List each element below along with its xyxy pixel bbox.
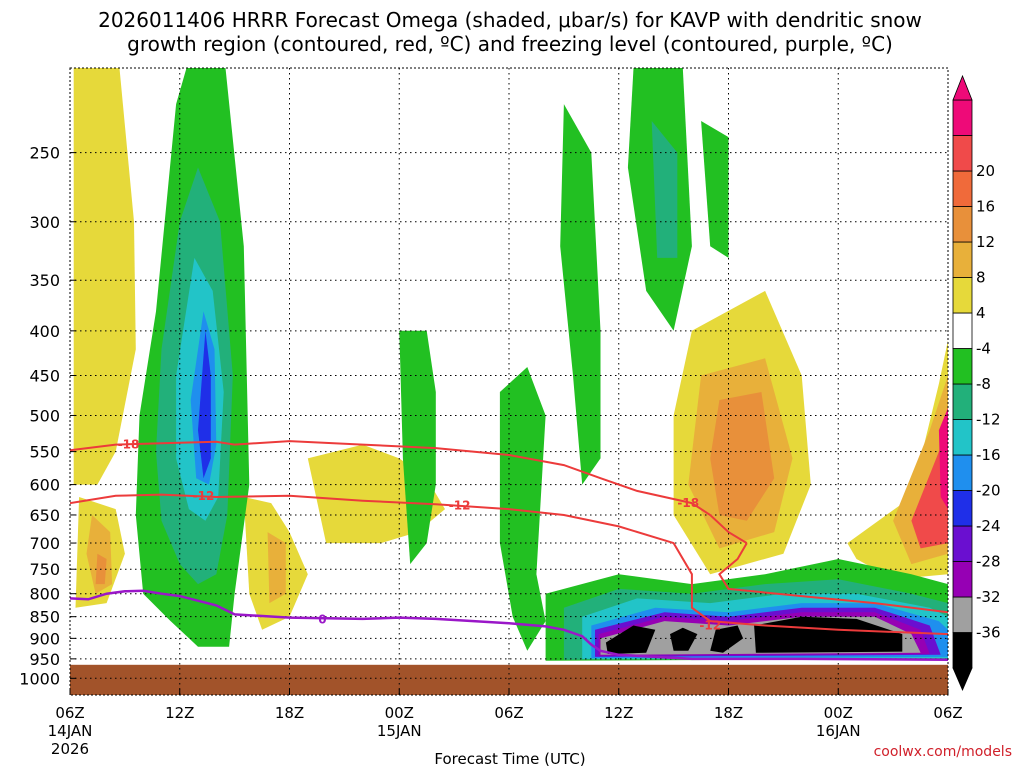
y-tick-label-15: 1000 [19,669,60,688]
x-date-label-0: 14JAN [48,722,93,740]
y-tick-label-0: 250 [29,144,60,163]
y-tick-label-5: 500 [29,406,60,425]
red-contour-label-4: -12 [699,618,721,632]
colorbar-swatch-3 [952,525,973,562]
red-contour-2 [718,542,948,614]
y-tick-label-6: 550 [29,443,60,462]
chart-title-line-1: 2026011406 HRRR Forecast Omega (shaded, … [98,8,922,32]
credit-text: coolwx.com/models [874,744,1012,760]
colorbar-label-2: -28 [976,553,1001,571]
omega-region-33 [670,627,698,651]
red-contour-label-0: -18 [118,438,140,452]
y-tick-label-1: 300 [29,213,60,232]
omega-region-13 [938,407,948,510]
x-tick-label-1: 12Z [165,704,194,722]
y-tick-label-13: 900 [29,629,60,648]
colorbar-label-12: 16 [976,198,995,216]
x-tick-label-0: 06Z [55,704,84,722]
x-tick-label-7: 00Z [824,704,853,722]
colorbar-label-6: -12 [976,411,1001,429]
x-axis-label: Forecast Time (UTC) [434,750,585,768]
freezing-level-contour [70,589,948,661]
omega-region-21 [560,104,601,485]
y-tick-label-11: 800 [29,585,60,604]
colorbar-swatch-0 [952,632,973,669]
colorbar-label-7: -8 [976,375,991,393]
freezing-level-label-0: 0 [318,612,326,626]
colorbar-swatch-15 [952,99,973,136]
colorbar-label-8: -4 [976,340,991,358]
colorbar-low-arrow [952,667,973,692]
colorbar-swatch-7 [952,383,973,420]
colorbar-swatch-1 [952,596,973,633]
omega-region-23 [651,121,678,258]
colorbar-swatch-13 [952,170,973,207]
omega-region-0 [73,68,136,485]
colorbar-label-3: -24 [976,517,1001,535]
omega-region-5 [267,532,286,604]
red-contour-label-1: -12 [193,489,215,503]
colorbar-swatch-14 [952,135,973,172]
colorbar-label-1: -32 [976,588,1001,606]
y-tick-label-2: 350 [29,271,60,290]
y-tick-label-8: 650 [29,506,60,525]
colorbar-swatch-12 [952,206,973,243]
colorbar-label-9: 4 [976,304,986,322]
red-contour-1 [70,493,948,636]
red-contour-0 [70,440,748,544]
plot-area: -18 -12 -12 -18 -12 0 [70,68,948,695]
x-tick-label-3: 00Z [385,704,414,722]
omega-region-20 [499,367,546,651]
colorbar-label-5: -16 [976,446,1001,464]
axes: 250 300 350 400 450 500 550 600 650 700 750 800 850 9… [19,67,963,758]
y-tick-label-14: 950 [29,650,60,669]
x-year-label-0: 2026 [51,740,89,758]
omega-region-12 [911,430,948,549]
y-tick-label-9: 700 [29,534,60,553]
omega-region-32 [605,625,656,654]
colorbar-swatch-11 [952,241,973,278]
colorbar-label-0: -36 [976,624,1001,642]
y-tick-label-10: 750 [29,560,60,579]
red-contour-label-2: -12 [449,499,471,513]
colorbar-swatch-10 [952,277,973,314]
colorbar: -36 -32 -28 -24 -20 -16 -12 -8 -4 4 8 12 16 20 [952,74,1001,692]
colorbar-label-11: 12 [976,233,995,251]
omega-region-35 [754,616,903,653]
colorbar-label-10: 8 [976,269,986,287]
y-tick-label-12: 850 [29,608,60,627]
colorbar-swatch-4 [952,490,973,527]
omega-region-2 [86,515,113,594]
omega-region-9 [710,392,775,521]
colorbar-swatch-8 [952,348,973,385]
x-tick-label-5: 12Z [604,704,633,722]
x-tick-label-2: 18Z [275,704,304,722]
colorbar-label-4: -20 [976,482,1001,500]
y-tick-label-7: 600 [29,476,60,495]
colorbar-label-13: 20 [976,162,995,180]
omega-region-34 [710,625,744,653]
colorbar-swatch-6 [952,419,973,456]
x-tick-label-4: 06Z [494,704,523,722]
colorbar-swatch-9 [952,312,973,349]
colorbar-swatch-2 [952,561,973,598]
x-tick-label-6: 18Z [714,704,743,722]
x-date-label-7: 16JAN [816,722,861,740]
colorbar-swatch-5 [952,454,973,491]
chart-title-line-2: growth region (contoured, red, ºC) and f… [127,32,893,56]
omega-region-24 [701,121,729,258]
y-tick-label-3: 400 [29,322,60,341]
y-tick-label-4: 450 [29,367,60,386]
x-date-label-3: 15JAN [377,722,422,740]
x-tick-label-8: 06Z [933,704,962,722]
red-contour-label-3: -18 [677,496,699,510]
colorbar-high-arrow [952,74,973,101]
